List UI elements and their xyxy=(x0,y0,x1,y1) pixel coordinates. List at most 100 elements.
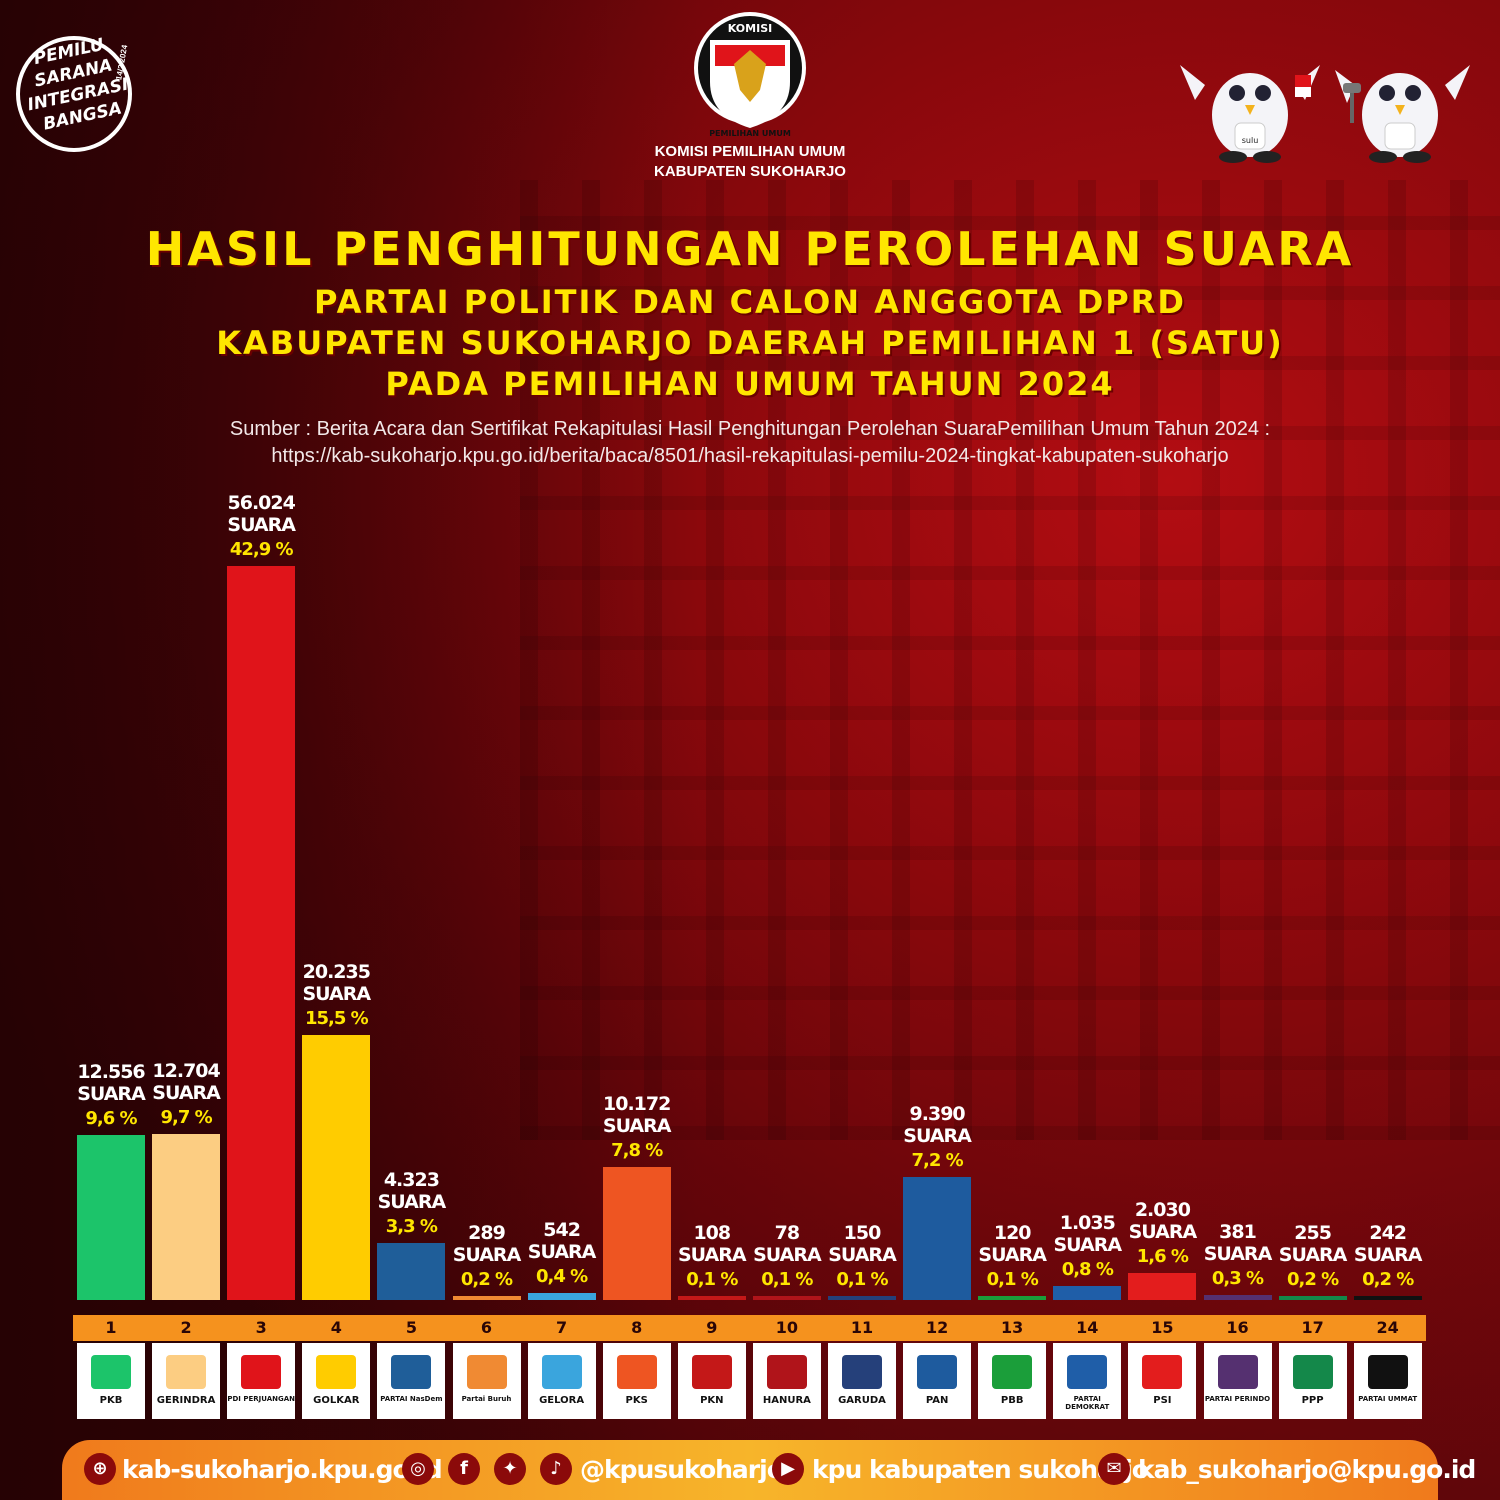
party-logo: GARUDA xyxy=(828,1343,896,1419)
bar xyxy=(1353,1296,1422,1300)
unit-label: SUARA xyxy=(1353,1244,1423,1266)
footer-youtube[interactable]: kpu kabupaten sukoharjo xyxy=(812,1455,1149,1484)
value-label: 12.556 xyxy=(77,1061,145,1084)
title-line3: KABUPATEN SUKOHARJO DAERAH PEMILIHAN 1 (… xyxy=(216,324,1284,362)
instagram-icon[interactable]: ◎ xyxy=(402,1453,434,1485)
party-logo: HANURA xyxy=(752,1343,821,1419)
party-logo-icon xyxy=(992,1355,1033,1389)
party-number: 4 xyxy=(298,1315,375,1341)
value-label: 255 xyxy=(1294,1222,1332,1244)
title-sub: PARTAI POLITIK DAN CALON ANGGOTA DPRD KA… xyxy=(0,282,1500,405)
value-label: 10.172 xyxy=(603,1092,671,1115)
bar xyxy=(752,1296,821,1300)
percent-label: 0,1 % xyxy=(761,1269,813,1290)
party-logo-icon xyxy=(616,1355,657,1389)
party-logo: GELORA xyxy=(527,1343,596,1419)
value-label: 242 xyxy=(1369,1222,1407,1244)
twitter-icon[interactable]: ✦ xyxy=(494,1453,526,1485)
unit-label: SUARA xyxy=(227,514,296,536)
percent-label: 0,2 % xyxy=(1286,1269,1339,1290)
value-label: 12.704 xyxy=(152,1059,220,1082)
party-number: 10 xyxy=(748,1315,825,1341)
emblem-top-text: KOMISI xyxy=(728,22,772,35)
party-logo: GOLKAR xyxy=(302,1343,371,1419)
mail-icon[interactable]: ✉ xyxy=(1098,1453,1130,1485)
percent-label: 0,2 % xyxy=(1362,1269,1414,1290)
party-logo-icon xyxy=(917,1355,958,1389)
value-label: 289 xyxy=(468,1222,506,1244)
value-label: 56.024 xyxy=(227,492,296,514)
bar xyxy=(377,1243,446,1300)
party-logo-icon xyxy=(691,1355,732,1389)
value-label: 20.235 xyxy=(302,960,371,983)
bar xyxy=(903,1176,972,1300)
percent-label: 0,3 % xyxy=(1211,1268,1264,1289)
percent-label: 3,3 % xyxy=(385,1216,438,1238)
party-logo-icon xyxy=(1292,1355,1333,1389)
unit-label: SUARA xyxy=(828,1244,897,1266)
party-name: PARTAI DEMOKRAT xyxy=(1065,1395,1110,1411)
unit-label: SUARA xyxy=(753,1244,822,1266)
value-label: 4.323 xyxy=(383,1169,440,1192)
unit-label: SUARA xyxy=(1203,1243,1273,1265)
bar xyxy=(302,1034,371,1300)
source-line1: Sumber : Berita Acara dan Sertifikat Rek… xyxy=(229,418,1271,440)
value-label: 1.035 xyxy=(1059,1212,1116,1235)
percent-label: 0,8 % xyxy=(1061,1259,1114,1281)
background-building xyxy=(520,180,1500,1140)
party-logo: PPP xyxy=(1278,1343,1347,1419)
value-label: 2.030 xyxy=(1134,1199,1191,1222)
party-logo: PARTAI UMMAT xyxy=(1353,1343,1422,1419)
party-number: 15 xyxy=(1124,1315,1201,1341)
bar xyxy=(527,1292,596,1300)
percent-label: 7,2 % xyxy=(911,1149,963,1171)
mascot-icon: sulu xyxy=(1180,65,1470,163)
footer-website[interactable]: kab-sukoharjo.kpu.go.id xyxy=(122,1455,443,1484)
percent-label: 7,8 % xyxy=(611,1139,663,1161)
party-name: GERINDRA xyxy=(156,1395,216,1406)
party-number: 3 xyxy=(223,1315,300,1341)
percent-label: 1,6 % xyxy=(1136,1246,1189,1268)
party-logo-icon xyxy=(766,1355,807,1389)
party-name: PARTAI UMMAT xyxy=(1358,1395,1418,1403)
bar xyxy=(828,1296,896,1300)
party-logo-icon xyxy=(541,1355,582,1389)
party-logo: PKB xyxy=(77,1343,145,1419)
party-number: 24 xyxy=(1349,1315,1426,1341)
party-logo: PARTAI NasDem xyxy=(377,1343,446,1419)
unit-label: SUARA xyxy=(1053,1234,1123,1257)
party-logo: PARTAI DEMOKRAT xyxy=(1053,1343,1122,1419)
value-label: 150 xyxy=(843,1222,882,1244)
party-number: 11 xyxy=(824,1315,900,1341)
party-logo: PSI xyxy=(1128,1343,1197,1419)
party-logo: PKN xyxy=(677,1343,746,1419)
party-name: GARUDA xyxy=(838,1395,886,1406)
party-number: 2 xyxy=(148,1315,225,1341)
party-number: 14 xyxy=(1049,1315,1126,1341)
bar xyxy=(978,1296,1047,1300)
party-name: PARTAI NasDem xyxy=(380,1395,443,1403)
party-number: 12 xyxy=(899,1315,976,1341)
unit-label: SUARA xyxy=(903,1124,972,1147)
party-number: 6 xyxy=(448,1315,525,1341)
party-number: 16 xyxy=(1199,1315,1276,1341)
unit-label: SUARA xyxy=(527,1240,597,1263)
title-main: HASIL PENGHITUNGAN PEROLEHAN SUARA xyxy=(145,222,1355,276)
party-logo: GERINDRA xyxy=(152,1343,221,1419)
party-number: 1 xyxy=(73,1315,149,1341)
party-name: PBB xyxy=(1000,1395,1024,1406)
footer-email[interactable]: kab_sukoharjo@kpu.go.id xyxy=(1138,1455,1476,1484)
unit-label: SUARA xyxy=(1278,1244,1348,1266)
unit-label: SUARA xyxy=(978,1244,1047,1266)
party-name: GELORA xyxy=(539,1395,585,1406)
value-label: 542 xyxy=(543,1218,581,1241)
bar xyxy=(227,566,296,1300)
party-name: PARTAI PERINDO xyxy=(1204,1395,1271,1403)
party-name: PDI PERJUANGAN xyxy=(227,1395,296,1403)
percent-label: 0,1 % xyxy=(986,1269,1039,1290)
tiktok-icon[interactable]: ♪ xyxy=(540,1453,572,1485)
facebook-icon[interactable]: f xyxy=(448,1453,480,1485)
party-name: Partai Buruh xyxy=(461,1395,512,1403)
youtube-icon[interactable]: ▶ xyxy=(772,1453,804,1485)
footer-social-handle[interactable]: @kpusukoharjo xyxy=(580,1455,784,1484)
